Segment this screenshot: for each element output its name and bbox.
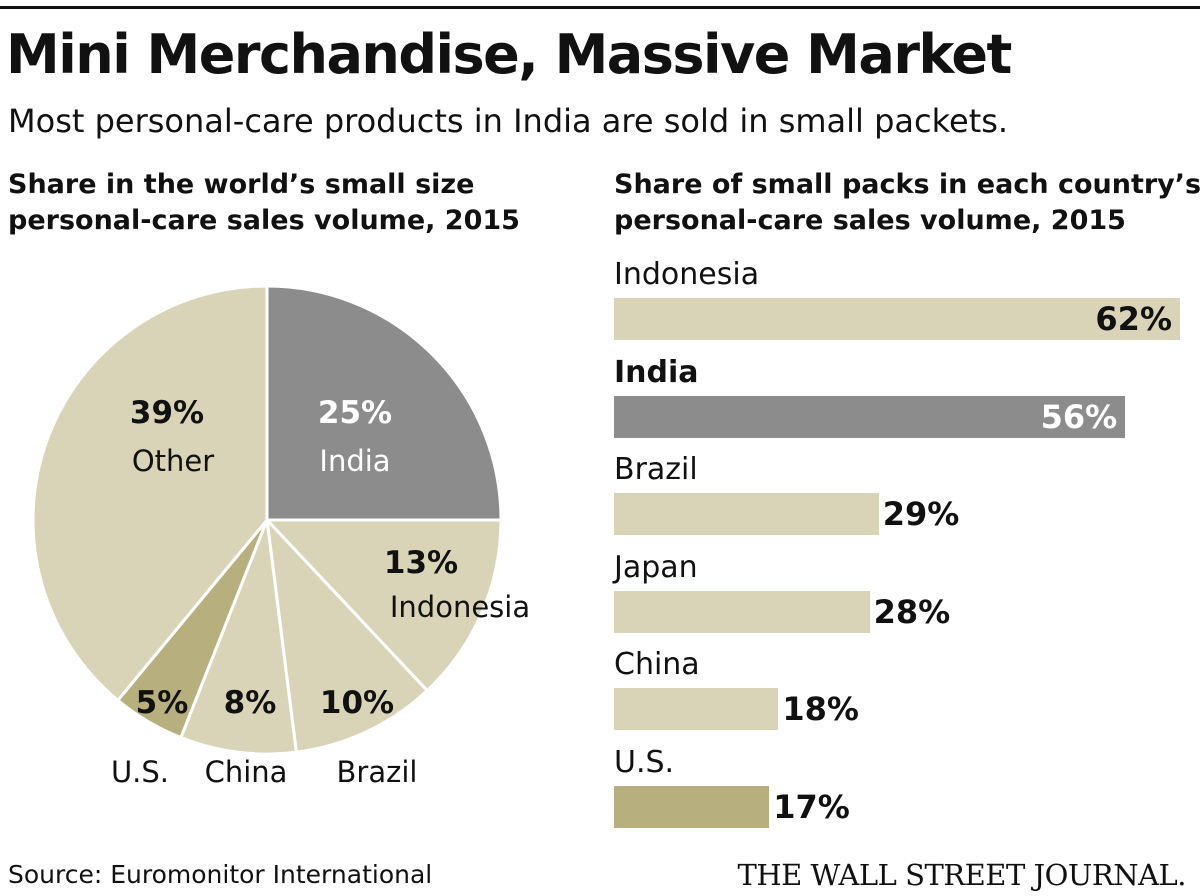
pie-value-label-india: 25% — [318, 395, 392, 431]
pie-category-label-india: India — [319, 444, 390, 478]
bar-title-line-1: Share of small packs in each country’s — [614, 169, 1200, 200]
pie-slice-brazil — [265, 518, 429, 754]
bar-chart-title: Share of small packs in each country’s p… — [614, 167, 1200, 239]
bar-u-s — [614, 785, 770, 828]
chart-subtitle: Most personal-care products in India are… — [8, 102, 1009, 140]
bar-brazil — [614, 493, 879, 535]
bar-india — [614, 395, 1126, 438]
bar-category-label-india: India — [614, 354, 699, 390]
source-note: Source: Euromonitor International — [8, 860, 433, 889]
pie-value-label-u-s: 5% — [136, 685, 189, 721]
pie-chart: 25% India 13% Indonesia 10% Brazil 8% China 5% U.… — [31, 284, 530, 789]
pie-title-line-1: Share in the world’s small size — [8, 169, 475, 200]
bar-indonesia — [614, 298, 1180, 340]
pie-category-label-other: Other — [132, 444, 214, 478]
pie-chart-title: Share in the world’s small size personal… — [8, 167, 520, 239]
bar-value-label-japan: 28% — [873, 592, 951, 631]
pie-category-label-u-s: U.S. — [111, 755, 169, 789]
top-rule — [0, 6, 1200, 9]
bar-value-label-brazil: 29% — [882, 495, 960, 533]
bar-value-label-china: 18% — [782, 690, 859, 728]
bar-category-label-indonesia: Indonesia — [614, 257, 760, 292]
pie-value-label-china: 8% — [224, 685, 277, 721]
pie-category-label-indonesia: Indonesia — [390, 590, 530, 624]
bar-category-label-china: China — [614, 647, 700, 682]
bar-value-label-u-s: 17% — [773, 787, 850, 826]
pie-title-line-2: personal-care sales volume, 2015 — [8, 205, 520, 236]
pie-category-label-brazil: Brazil — [337, 755, 418, 789]
pie-value-label-indonesia: 13% — [384, 545, 458, 581]
pie-category-label-china: China — [205, 755, 288, 789]
bar-value-label-indonesia: 62% — [1095, 300, 1172, 338]
bar-japan — [614, 590, 870, 633]
bar-category-label-brazil: Brazil — [614, 452, 698, 487]
chart-title: Mini Merchandise, Massive Market — [6, 23, 1012, 86]
pie-slice-india — [265, 284, 503, 522]
publisher-logo: THE WALL STREET JOURNAL. — [737, 858, 1187, 892]
pie-slice-china — [179, 518, 298, 756]
pie-value-label-brazil: 10% — [320, 685, 394, 721]
bar-china — [614, 688, 779, 730]
pie-slice-indonesia — [265, 518, 503, 693]
pie-slice-other — [31, 284, 269, 702]
pie-value-label-other: 39% — [130, 395, 204, 431]
bar-category-label-japan: Japan — [614, 549, 698, 585]
bar-category-label-u-s: U.S. — [614, 744, 675, 780]
bar-value-label-india: 56% — [1040, 397, 1118, 436]
bar-title-line-2: personal-care sales volume, 2015 — [614, 205, 1126, 236]
